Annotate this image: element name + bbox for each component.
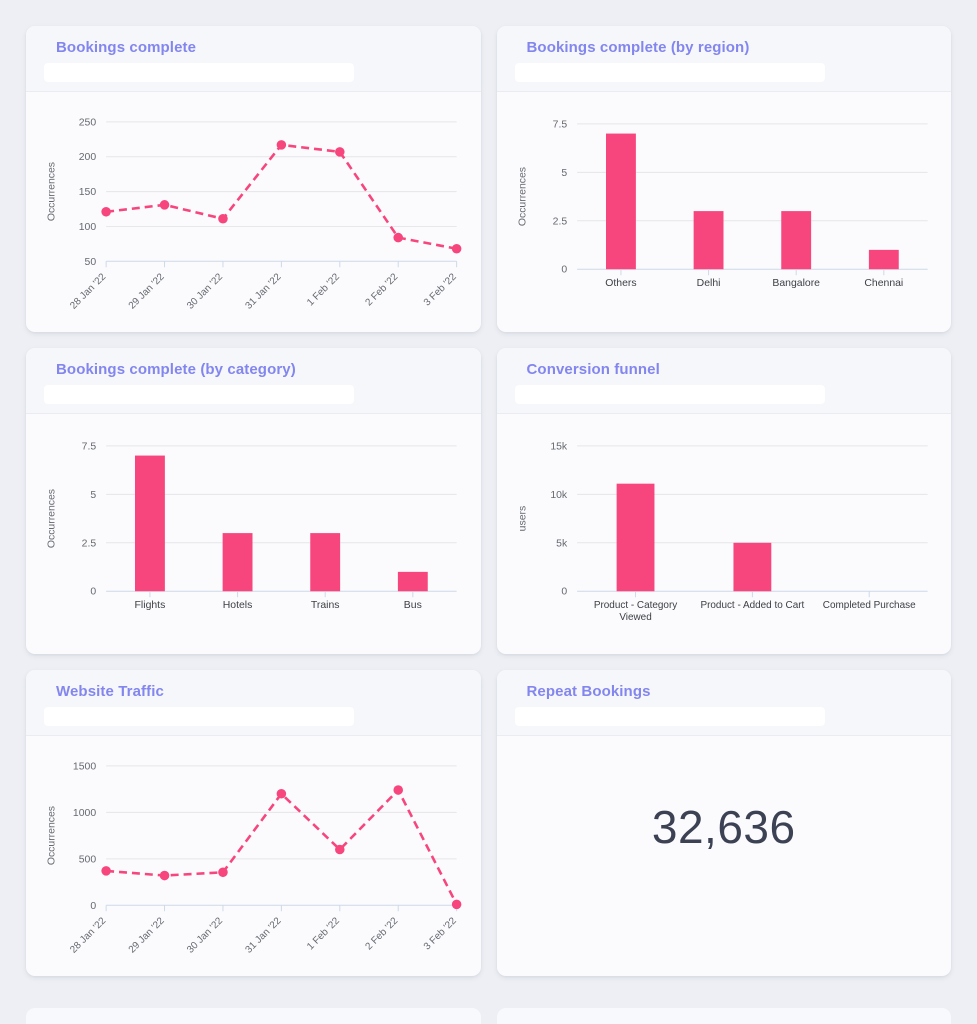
svg-text:Occurrences: Occurrences	[517, 167, 528, 226]
card-repeat-bookings: Repeat Bookings 32,636	[496, 670, 952, 976]
card-title-bookings-by-region: Bookings complete (by region)	[526, 39, 750, 56]
svg-text:7.5: 7.5	[82, 441, 97, 452]
svg-text:3 Feb '22: 3 Feb '22	[422, 271, 459, 308]
svg-text:2 Feb '22: 2 Feb '22	[363, 271, 400, 308]
card-header: Conversion funnel	[496, 348, 951, 414]
svg-text:1000: 1000	[73, 808, 96, 819]
svg-text:3 Feb '22: 3 Feb '22	[422, 915, 459, 952]
subtitle-placeholder	[514, 63, 825, 82]
conversion-funnel-bar-chart: 0 5k 10k 15k users Product - Category Viewed Pr…	[517, 441, 928, 623]
svg-text:50: 50	[85, 257, 97, 268]
svg-text:200: 200	[79, 152, 97, 163]
bookings-by-category-bar-chart: 0 2.5 5 7.5 Occurrences Flights Hotels Trains Bu…	[46, 441, 457, 611]
card-title-repeat-bookings: Repeat Bookings	[526, 683, 651, 700]
card-title-website-traffic: Website Traffic	[56, 683, 164, 700]
card-header: Bookings complete (by category)	[26, 348, 481, 414]
svg-text:1 Feb '22: 1 Feb '22	[305, 915, 342, 952]
svg-text:2.5: 2.5	[552, 216, 567, 227]
subtitle-placeholder	[44, 707, 354, 726]
svg-text:5k: 5k	[556, 538, 568, 549]
subtitle-placeholder	[514, 707, 825, 726]
bookings-by-region-bar-chart: 0 2.5 5 7.5 Occurrences Others Delhi Bangalore C…	[517, 119, 928, 289]
partial-card-right	[496, 1008, 951, 1024]
svg-text:7.5: 7.5	[552, 119, 567, 130]
svg-text:Completed Purchase: Completed Purchase	[822, 600, 915, 611]
card-website-traffic: Website Traffic 0 500 1000 1500 Occurrences 2…	[26, 670, 481, 976]
svg-text:Chennai: Chennai	[864, 278, 903, 289]
card-bookings-by-category: Bookings complete (by category) 0 2.5 5 7.5…	[26, 348, 481, 654]
svg-text:users: users	[517, 506, 528, 532]
svg-text:0: 0	[561, 587, 567, 598]
svg-text:28 Jan '22: 28 Jan '22	[68, 271, 108, 311]
card-body: 50 100 150 200 250 Occurrences 28 Jan '22 29 Ja…	[26, 92, 481, 329]
svg-text:30 Jan '22: 30 Jan '22	[185, 915, 225, 955]
card-bookings-complete: Bookings complete 50 100 150 200 250 Occurren…	[26, 26, 481, 332]
svg-text:1500: 1500	[73, 761, 96, 772]
svg-text:15k: 15k	[550, 441, 568, 452]
svg-text:0: 0	[90, 901, 96, 912]
subtitle-placeholder	[514, 385, 825, 404]
svg-text:29 Jan '22: 29 Jan '22	[127, 915, 167, 955]
card-body: 32,636	[497, 736, 952, 854]
svg-text:150: 150	[79, 187, 97, 198]
svg-text:30 Jan '22: 30 Jan '22	[185, 271, 225, 311]
card-body: 0 500 1000 1500 Occurrences 28 Jan '22 29 Jan …	[26, 736, 481, 973]
svg-text:100: 100	[79, 222, 97, 233]
svg-text:0: 0	[90, 587, 96, 598]
svg-text:10k: 10k	[550, 490, 568, 501]
svg-text:Bus: Bus	[404, 600, 422, 611]
bookings-complete-line-chart: 50 100 150 200 250 Occurrences 28 Jan '22 29 Ja…	[46, 117, 462, 312]
svg-text:Bangalore: Bangalore	[772, 278, 820, 289]
card-body: 0 5k 10k 15k users Product - Category Viewed Pr…	[497, 414, 952, 651]
card-header: Repeat Bookings	[496, 670, 951, 736]
svg-text:2.5: 2.5	[82, 538, 97, 549]
svg-text:29 Jan '22: 29 Jan '22	[127, 271, 167, 311]
svg-text:0: 0	[561, 265, 567, 276]
card-title-conversion-funnel: Conversion funnel	[526, 361, 660, 378]
card-title-bookings-complete: Bookings complete	[56, 39, 197, 56]
svg-text:2 Feb '22: 2 Feb '22	[363, 915, 400, 952]
svg-text:31 Jan '22: 31 Jan '22	[244, 271, 284, 311]
subtitle-placeholder	[44, 63, 354, 82]
subtitle-placeholder	[44, 385, 354, 404]
card-title-bookings-by-category: Bookings complete (by category)	[56, 361, 296, 378]
svg-text:31 Jan '22: 31 Jan '22	[244, 915, 284, 955]
svg-text:Occurrences: Occurrences	[46, 489, 57, 548]
svg-text:1 Feb '22: 1 Feb '22	[305, 271, 342, 308]
svg-text:Trains: Trains	[311, 600, 340, 611]
svg-text:Delhi: Delhi	[696, 278, 720, 289]
svg-text:Occurrences: Occurrences	[46, 806, 57, 865]
card-conversion-funnel: Conversion funnel 0 5k 10k 15k users Product …	[496, 348, 952, 654]
svg-text:500: 500	[79, 854, 97, 865]
repeat-bookings-metric-value: 32,636	[651, 801, 796, 853]
svg-text:250: 250	[79, 117, 97, 128]
card-body: 0 2.5 5 7.5 Occurrences Flights Hotels Trains Bu…	[26, 414, 481, 651]
svg-text:Others: Others	[605, 278, 636, 289]
svg-text:Hotels: Hotels	[223, 600, 253, 611]
svg-text:Product - Added to Cart: Product - Added to Cart	[700, 600, 804, 611]
svg-text:Flights: Flights	[135, 600, 166, 611]
website-traffic-line-chart: 0 500 1000 1500 Occurrences 28 Jan '22 29 Jan …	[46, 761, 462, 956]
svg-text:5: 5	[90, 490, 96, 501]
card-bookings-by-region: Bookings complete (by region) 0 2.5 5 7.5 Oc…	[496, 26, 952, 332]
card-header: Website Traffic	[26, 670, 481, 736]
partial-card-left	[26, 1008, 481, 1024]
svg-text:28 Jan '22: 28 Jan '22	[68, 915, 108, 955]
svg-text:Occurrences: Occurrences	[46, 162, 57, 221]
svg-text:5: 5	[561, 168, 567, 179]
card-header: Bookings complete	[26, 26, 481, 92]
card-body: 0 2.5 5 7.5 Occurrences Others Delhi Bangalore C…	[497, 92, 952, 329]
card-header: Bookings complete (by region)	[496, 26, 951, 92]
